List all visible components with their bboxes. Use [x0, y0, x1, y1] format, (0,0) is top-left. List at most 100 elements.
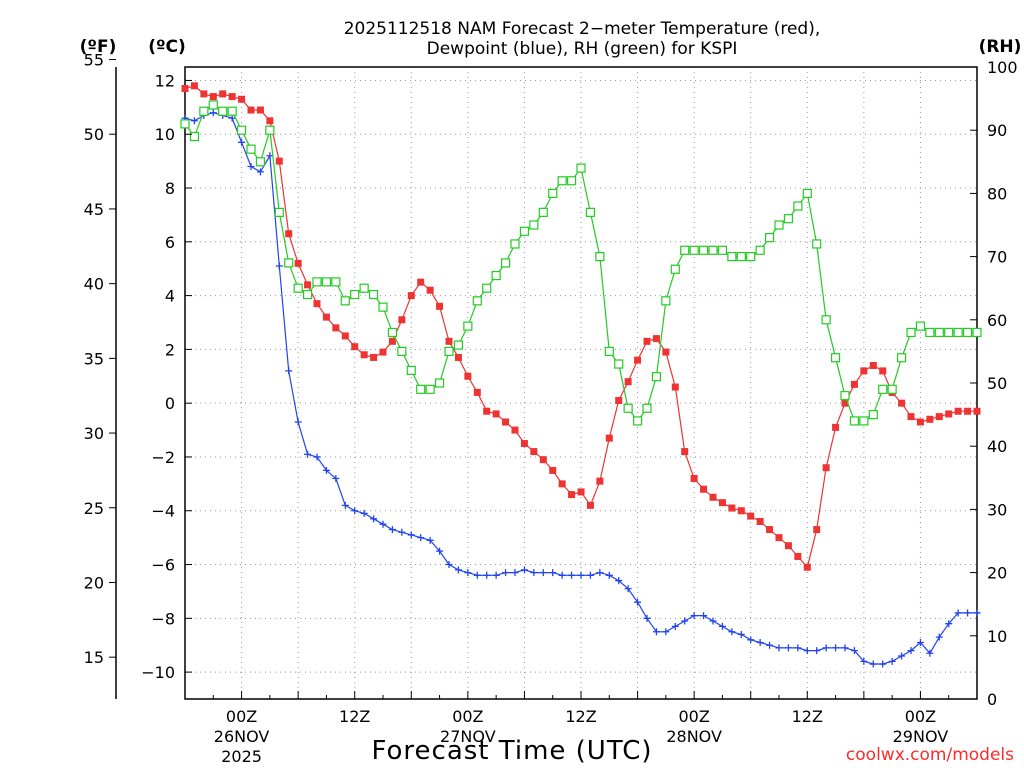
rh-point [915, 321, 926, 331]
rh-point [727, 252, 737, 262]
dewpoint-point [973, 609, 981, 617]
rh-point [406, 365, 416, 375]
2-meter-temperature-point [634, 356, 642, 364]
dewpoint-point [549, 569, 557, 577]
2-meter-temperature-point [238, 95, 246, 103]
dewpoint-point [530, 569, 538, 577]
2-meter-temperature-point [643, 337, 651, 345]
dewpoint-point [577, 571, 585, 579]
dewpoint-point [766, 641, 774, 649]
rh-point [434, 378, 445, 388]
2-meter-temperature-point [869, 362, 877, 370]
rh-point [529, 220, 539, 230]
2-meter-temperature-point [737, 507, 745, 515]
2-meter-temperature-point [398, 316, 406, 324]
dewpoint-point [285, 367, 293, 375]
2-meter-temperature-point [728, 504, 736, 512]
dewpoint-point [803, 647, 811, 655]
dewpoint-point [605, 571, 613, 579]
rh-point [548, 188, 558, 198]
2-meter-temperature-point [549, 466, 557, 474]
2-meter-temperature-point [568, 491, 576, 499]
rh-point [812, 239, 822, 249]
dewpoint-point [247, 163, 255, 171]
2-meter-temperature-point [360, 351, 368, 359]
rh-point [265, 125, 275, 135]
fahrenheit-tick-label: 40 [84, 275, 104, 294]
dewpoint-point [813, 647, 821, 655]
rh-tick-label: 60 [987, 311, 1007, 330]
rh-tick-label: 90 [987, 121, 1007, 140]
2-meter-temperature-point [841, 399, 849, 407]
2-meter-temperature-point [379, 348, 387, 356]
2-meter-temperature-point [332, 324, 340, 332]
2-meter-temperature-point [539, 456, 547, 464]
dewpoint-point [341, 501, 349, 509]
dewpoint-point [304, 450, 312, 458]
rh-point [868, 410, 878, 420]
rh-point [463, 321, 473, 331]
2-meter-temperature-point [850, 380, 858, 388]
dewpoint-point [370, 515, 378, 523]
dewpoint-point [209, 109, 217, 117]
rh-point [604, 346, 614, 356]
dewpoint-point [558, 571, 566, 579]
rh-point [585, 207, 596, 217]
rh-point [510, 239, 520, 249]
dewpoint-point [822, 644, 830, 652]
dewpoint-point [539, 569, 547, 577]
rh-point [199, 106, 209, 116]
dewpoint-point [652, 628, 660, 636]
dewpoint-point [690, 612, 698, 620]
rh-point [453, 340, 464, 350]
rh-point [614, 359, 624, 369]
dewpoint-point [709, 617, 717, 625]
rh-point [708, 245, 718, 255]
2-meter-temperature-point [256, 106, 264, 114]
rh-point [368, 289, 379, 300]
rh-point [246, 144, 256, 154]
rh-tick-label: 100 [987, 58, 1018, 77]
dewpoint-point [436, 547, 444, 555]
2-meter-temperature-point [945, 410, 953, 418]
2-meter-temperature-point [766, 526, 774, 534]
dewpoint-point [850, 647, 858, 655]
dewpoint-point [586, 571, 594, 579]
dewpoint-point [841, 644, 849, 652]
dewpoint-point [454, 566, 462, 574]
2-meter-temperature-point [426, 286, 434, 294]
2-meter-temperature-point [784, 542, 792, 550]
dewpoint-point [596, 569, 604, 577]
rh-point [859, 416, 869, 426]
rh-point [651, 372, 662, 382]
dewpoint-point [898, 652, 906, 660]
rh-point [793, 201, 803, 211]
2-meter-temperature-point [832, 423, 840, 431]
rh-point [774, 220, 784, 230]
rh-point [906, 327, 916, 338]
series-layer [181, 82, 982, 668]
rh-point [717, 245, 728, 255]
dewpoint-point [916, 639, 924, 647]
dewpoint-point [879, 660, 887, 668]
fahrenheit-tick-label: 50 [84, 125, 104, 144]
rh-point [764, 233, 775, 243]
rh-point [227, 106, 237, 116]
celsius-tick-label: −10 [141, 663, 175, 682]
x-date-label: 28NOV [666, 727, 722, 746]
2-meter-temperature-point [615, 396, 623, 404]
dewpoint-point [954, 609, 962, 617]
rh-point [953, 327, 963, 338]
celsius-unit-label: (ºC) [148, 37, 186, 57]
2-meter-temperature-point [266, 117, 274, 125]
x-tick-label: 12Z [792, 707, 823, 726]
rh-point [661, 296, 671, 306]
dewpoint-point [643, 614, 651, 622]
2-meter-temperature-point [454, 353, 462, 361]
rh-tick-label: 70 [987, 248, 1007, 267]
celsius-tick-label: 8 [165, 179, 175, 198]
rh-point [293, 283, 303, 293]
2-meter-temperature-point [228, 93, 236, 101]
dewpoint-point [869, 660, 877, 668]
